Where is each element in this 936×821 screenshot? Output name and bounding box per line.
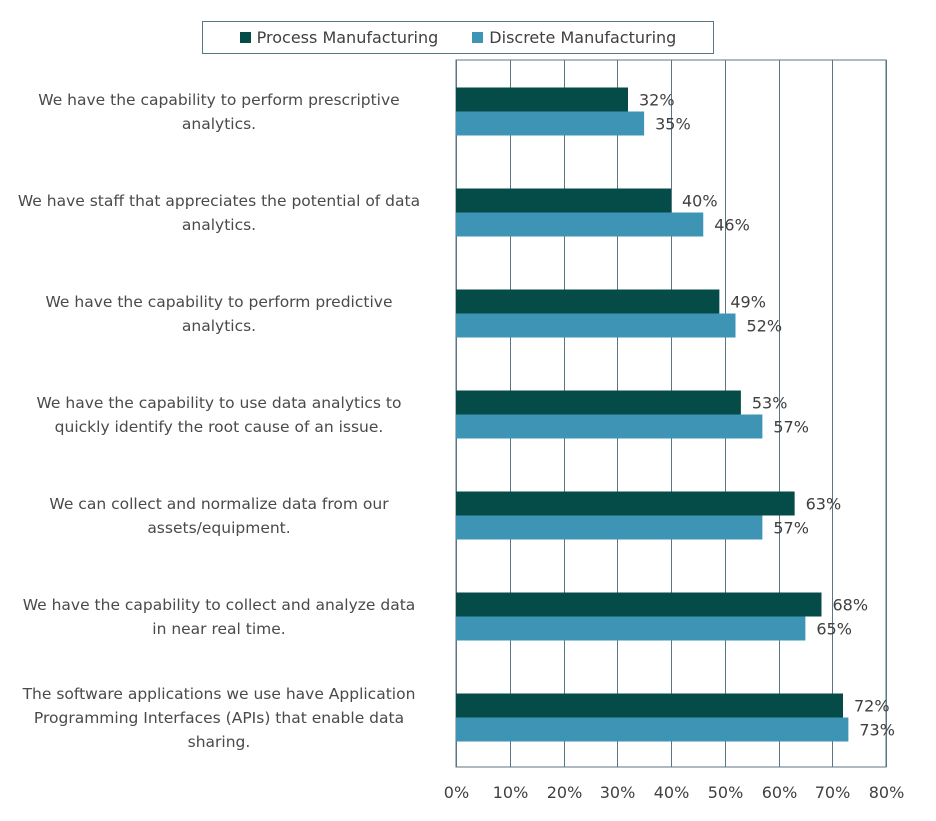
bar-process — [456, 289, 720, 314]
chart-legend: Process Manufacturing Discrete Manufactu… — [202, 21, 714, 54]
x-tick-label: 70% — [815, 783, 851, 802]
data-label: 68% — [833, 596, 869, 615]
data-label: 40% — [682, 192, 718, 211]
x-tick-label: 80% — [869, 783, 905, 802]
x-tick-label: 40% — [654, 783, 690, 802]
data-label: 53% — [752, 394, 788, 413]
category-label: We have staff that appreciates the poten… — [0, 189, 439, 237]
legend-item-discrete-manufacturing[interactable]: Discrete Manufacturing — [472, 28, 676, 47]
category-label-line: We have staff that appreciates the poten… — [17, 191, 421, 210]
category-label-line: Programming Interfaces (APIs) that enabl… — [33, 708, 405, 727]
legend-label-discrete: Discrete Manufacturing — [489, 28, 677, 47]
category-label-line: We can collect and normalize data from o… — [49, 494, 389, 513]
data-label: 46% — [714, 216, 750, 235]
data-label: 49% — [730, 293, 766, 312]
category-label: We have the capability to perform predic… — [0, 290, 439, 338]
x-tick-label: 60% — [762, 783, 798, 802]
category-label-line: sharing. — [187, 732, 251, 751]
category-label-line: We have the capability to perform prescr… — [38, 90, 400, 109]
bar-discrete — [456, 313, 736, 338]
data-label: 57% — [773, 519, 809, 538]
bar-discrete — [456, 717, 849, 742]
category-label: The software applications we use have Ap… — [0, 682, 439, 754]
bar-process — [456, 188, 671, 213]
data-label: 35% — [655, 115, 691, 134]
data-label: 52% — [747, 317, 783, 336]
data-label: 65% — [816, 620, 852, 639]
category-label-line: The software applications we use have Ap… — [22, 684, 416, 703]
data-label: 73% — [859, 721, 895, 740]
category-label-line: analytics. — [181, 215, 257, 234]
category-label: We can collect and normalize data from o… — [0, 492, 439, 540]
x-tick-label: 20% — [547, 783, 583, 802]
bar-process — [456, 390, 741, 415]
bar-discrete — [456, 515, 763, 540]
data-label: 63% — [806, 495, 842, 514]
x-tick-label: 30% — [600, 783, 636, 802]
bar-process — [456, 491, 795, 516]
category-label-line: We have the capability to use data analy… — [36, 393, 402, 412]
category-label-line: We have the capability to collect and an… — [22, 595, 416, 614]
category-label-line: assets/equipment. — [147, 518, 291, 537]
category-label: We have the capability to collect and an… — [0, 593, 439, 641]
x-tick-label: 50% — [708, 783, 744, 802]
category-label: We have the capability to use data analy… — [0, 391, 439, 439]
legend-label-process: Process Manufacturing — [256, 28, 439, 47]
x-tick-label: 10% — [493, 783, 529, 802]
category-label-line: We have the capability to perform predic… — [45, 292, 393, 311]
data-label: 72% — [854, 697, 890, 716]
legend-swatch-discrete — [472, 32, 484, 43]
bar-process — [456, 592, 822, 617]
legend-swatch-process — [239, 32, 251, 43]
data-label: 32% — [639, 91, 675, 110]
bar-discrete — [456, 616, 806, 641]
x-tick-label: 0% — [444, 783, 469, 802]
bar-process — [456, 693, 843, 718]
legend-item-process-manufacturing[interactable]: Process Manufacturing — [239, 28, 439, 47]
category-label-line: in near real time. — [152, 619, 286, 638]
category-label: We have the capability to perform prescr… — [0, 88, 439, 136]
category-label-line: analytics. — [181, 316, 257, 335]
bar-discrete — [456, 414, 763, 439]
bar-discrete — [456, 212, 704, 237]
bar-process — [456, 87, 628, 112]
data-label: 57% — [773, 418, 809, 437]
category-label-line: quickly identify the root cause of an is… — [54, 417, 384, 436]
bar-discrete — [456, 111, 645, 136]
category-label-line: analytics. — [181, 114, 257, 133]
